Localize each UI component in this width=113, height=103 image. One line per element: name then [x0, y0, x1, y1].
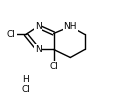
Text: N: N — [34, 22, 41, 31]
Text: H: H — [22, 75, 29, 84]
Text: Cl: Cl — [21, 85, 30, 94]
Text: N: N — [34, 45, 41, 54]
Text: NH: NH — [63, 22, 76, 31]
Text: Cl: Cl — [49, 62, 58, 71]
Text: Cl: Cl — [7, 30, 16, 39]
